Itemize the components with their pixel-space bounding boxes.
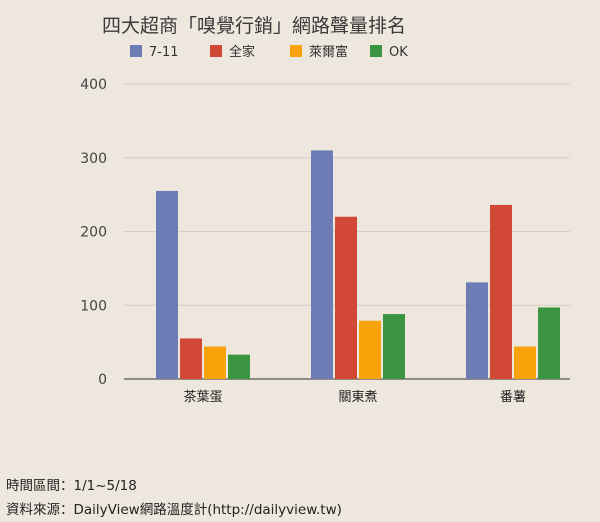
- y-tick-label: 200: [80, 225, 107, 241]
- legend-swatch: [290, 45, 302, 57]
- x-axis-categories: 茶葉蛋 關東煮 番薯: [183, 389, 526, 405]
- legend-label: 萊爾富: [309, 44, 348, 60]
- bar: [514, 346, 536, 379]
- bars: [156, 150, 560, 379]
- time-range-note: 時間區間：1/1~5/18: [6, 478, 137, 494]
- x-category-label: 關東煮: [338, 389, 377, 405]
- bar: [156, 190, 178, 379]
- legend-swatch: [130, 45, 142, 57]
- legend-swatch: [210, 45, 222, 57]
- chart-title: 四大超商「嗅覺行銷」網路聲量排名: [102, 15, 406, 37]
- y-tick-label: 400: [80, 77, 107, 93]
- legend-label: OK: [389, 45, 408, 60]
- legend-label: 7-11: [149, 45, 179, 60]
- bar: [466, 282, 488, 379]
- data-source-note: 資料來源：DailyView網路溫度計(http://dailyview.tw): [6, 502, 342, 518]
- bar: [490, 204, 512, 379]
- y-tick-label: 300: [80, 151, 107, 167]
- bar: [204, 346, 226, 379]
- bar: [228, 354, 250, 379]
- bar: [335, 216, 357, 379]
- legend-swatch: [370, 45, 382, 57]
- x-category-label: 茶葉蛋: [183, 389, 222, 405]
- legend: 7-11 全家 萊爾富 OK: [130, 44, 408, 60]
- bar: [180, 338, 202, 379]
- legend-label: 全家: [229, 44, 255, 60]
- y-axis-ticks: 0 100 200 300 400: [80, 77, 107, 388]
- bar: [383, 314, 405, 379]
- bar: [538, 307, 560, 379]
- bar: [359, 320, 381, 379]
- y-tick-label: 0: [98, 372, 107, 388]
- y-tick-label: 100: [80, 298, 107, 314]
- bar: [311, 150, 333, 379]
- x-category-label: 番薯: [500, 390, 526, 405]
